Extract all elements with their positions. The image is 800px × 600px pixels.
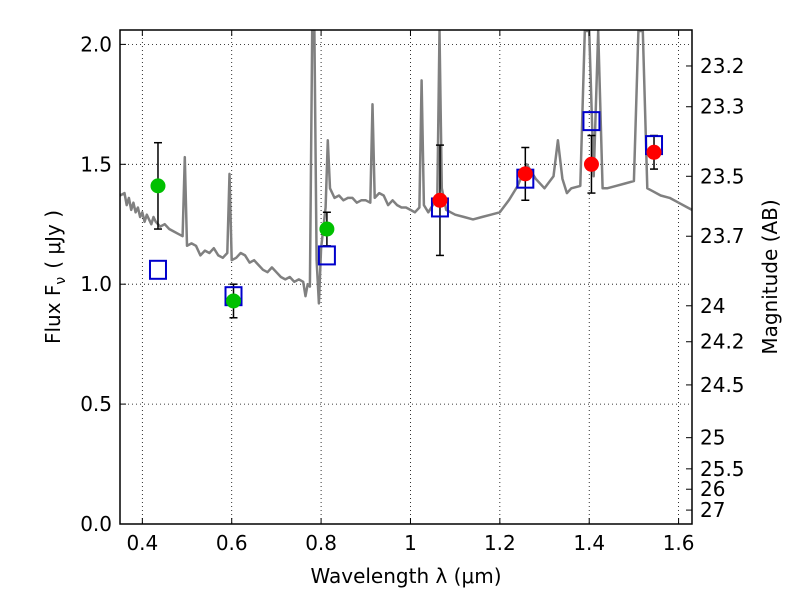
points-layer	[148, 111, 664, 319]
green-data-point	[226, 293, 242, 309]
right-tick-label: 25.5	[700, 457, 745, 481]
green-data-point	[150, 178, 166, 194]
y-tick-label: 2.0	[80, 32, 112, 56]
y-axis-label-sub: ν	[53, 277, 69, 285]
y-axis-label: Flux Fν ( μJy )	[41, 210, 69, 344]
right-tick-label: 24.5	[700, 373, 745, 397]
right-tick-label: 26	[700, 477, 725, 501]
red-data-point	[432, 192, 448, 208]
x-axis-label: Wavelength λ (μm)	[310, 564, 501, 588]
right-tick-label: 27	[700, 498, 725, 522]
red-data-point	[646, 144, 662, 160]
green-data-point	[319, 221, 335, 237]
right-tick-label: 24	[700, 294, 725, 318]
plot-area	[120, 30, 692, 524]
plot-frame	[119, 29, 693, 525]
y-tick-label: 0.5	[80, 392, 112, 416]
right-tick-label: 23.3	[700, 95, 745, 119]
y-axis-label-main: Flux F	[41, 285, 65, 344]
x-tick-label: 0.4	[126, 531, 158, 555]
red-data-point	[583, 156, 599, 172]
x-tick-label: 0.8	[305, 531, 337, 555]
right-tick-label: 23.2	[700, 54, 745, 78]
spectrum-layer	[119, 29, 693, 305]
right-tick-label: 23.5	[700, 164, 745, 188]
spectrum-line	[119, 29, 693, 305]
right-tick-label: 24.2	[700, 330, 745, 354]
right-tick-label: 25	[700, 426, 725, 450]
red-data-point	[517, 166, 533, 182]
right-tick-label: 23.7	[700, 224, 745, 248]
x-tick-label: 1.6	[663, 531, 695, 555]
model-square	[582, 111, 601, 132]
y-tick-label: 1.5	[80, 152, 112, 176]
y-tick-label: 1.0	[80, 272, 112, 296]
x-tick-label: 0.6	[216, 531, 248, 555]
y-tick-label: 0.0	[80, 512, 112, 536]
model-square	[148, 259, 167, 280]
model-square	[317, 245, 336, 266]
ticks-layer: 0.4 0.6 0.8 1 1.2 1.4 1.6 0.0 0.5 1.0 1.5 2.0 23.2 23…	[80, 30, 745, 555]
x-tick-label: 1.4	[573, 531, 605, 555]
right-axis-label: Magnitude (AB)	[758, 199, 782, 354]
x-tick-label: 1	[404, 531, 417, 555]
y-axis-label-unit: ( μJy )	[41, 210, 65, 269]
x-tick-label: 1.2	[484, 531, 516, 555]
